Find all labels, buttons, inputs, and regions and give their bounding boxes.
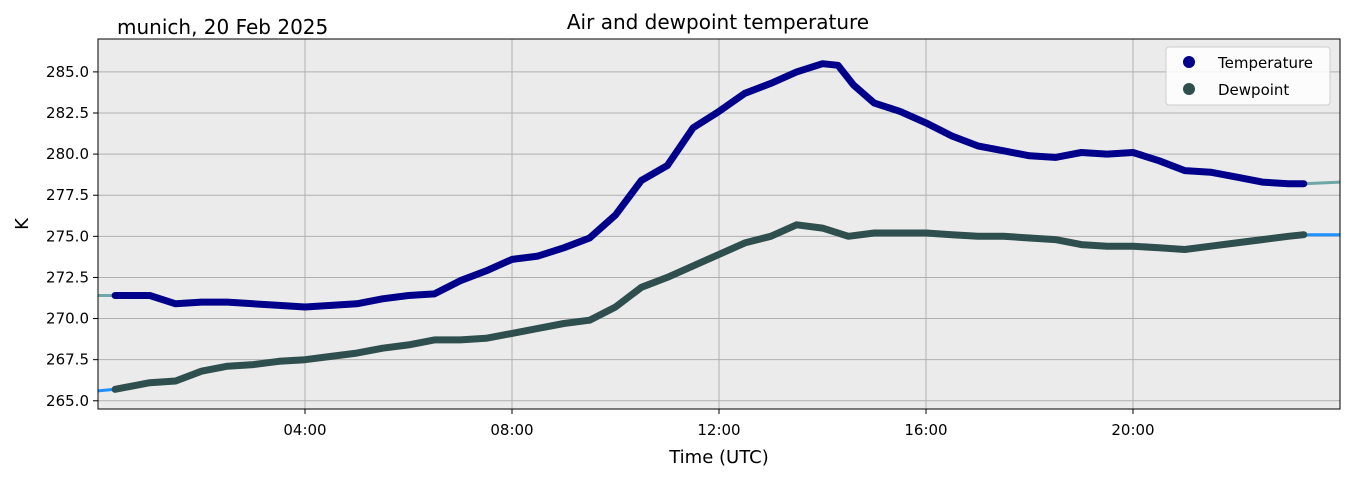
grid-lines [98,39,1340,409]
legend-box [1165,46,1331,106]
y-axis-ticks: 265.0 267.5 270.0 272.5 275.0 277.5 280.0 282.5… [46,63,98,410]
y-tick-label: 282.5 [46,104,89,122]
x-tick-label: 16:00 [904,421,947,439]
chart-subtitle: munich, 20 Feb 2025 [117,15,328,39]
x-axis-title: Time (UTC) [668,447,769,468]
legend: Temperature Dewpoint [1165,46,1331,106]
y-tick-label: 267.5 [46,351,89,369]
y-axis-title: K [12,217,33,230]
series-lines [111,60,1308,393]
legend-label-dewpoint: Dewpoint [1218,81,1289,99]
temperature-line [111,60,1308,311]
legend-marker-temperature [1183,56,1195,68]
x-tick-label: 12:00 [697,421,740,439]
y-tick-label: 280.0 [46,145,89,163]
y-tick-label: 275.0 [46,227,89,245]
x-tick-label: 08:00 [490,421,533,439]
y-tick-label: 272.5 [46,268,89,286]
x-tick-label: 20:00 [1111,421,1154,439]
y-tick-label: 285.0 [46,63,89,81]
legend-marker-dewpoint [1183,83,1195,95]
y-tick-label: 270.0 [46,310,89,328]
legend-label-temperature: Temperature [1217,54,1313,72]
chart-title: Air and dewpoint temperature [567,10,869,34]
x-tick-label: 04:00 [283,421,326,439]
dewpoint-line [111,221,1308,393]
y-tick-label: 277.5 [46,186,89,204]
y-tick-label: 265.0 [46,392,89,410]
x-axis-ticks: 04:00 08:00 12:00 16:00 20:00 [283,409,1155,439]
